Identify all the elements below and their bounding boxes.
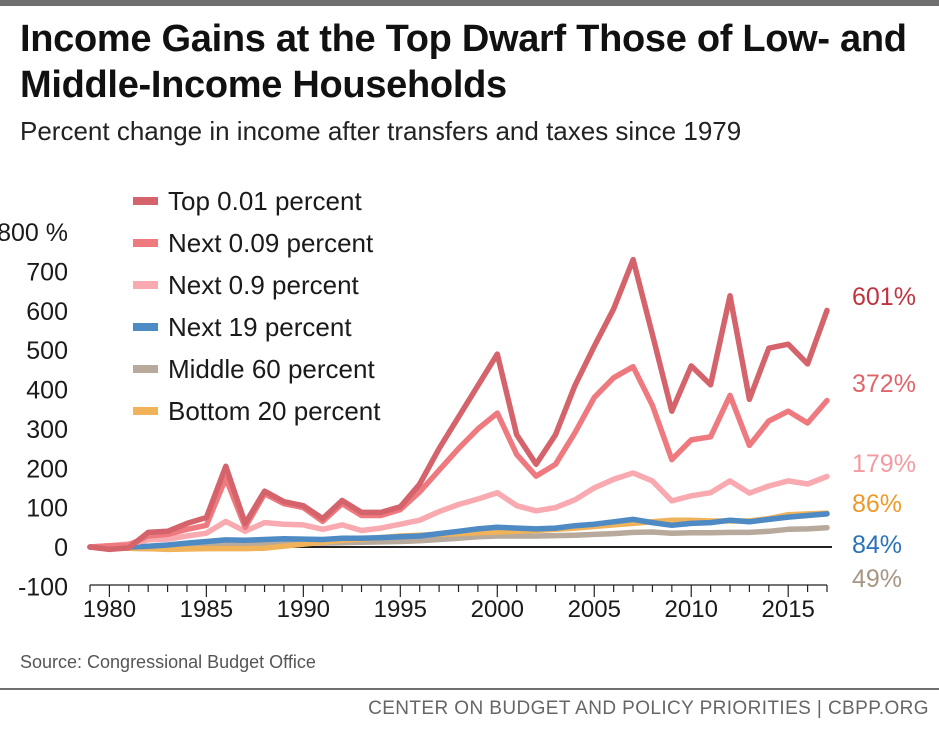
end-label: 179% (852, 450, 916, 478)
x-tick-label: 2010 (665, 596, 718, 623)
legend-label: Top 0.01 percent (168, 186, 362, 216)
bottom-rule (0, 688, 939, 690)
chart-title: Income Gains at the Top Dwarf Those of L… (20, 18, 907, 106)
series-line (87, 524, 830, 552)
source-note: Source: Congressional Budget Office (20, 652, 316, 672)
legend-label: Next 19 percent (168, 312, 352, 342)
x-tick-label: 2015 (762, 596, 815, 623)
y-tick-label: 800 % (0, 219, 68, 247)
x-tick-label: 2000 (471, 596, 524, 623)
legend-label: Middle 60 percent (168, 354, 375, 384)
y-tick-label: 0 (54, 534, 68, 562)
x-tick-label: 1990 (277, 596, 330, 623)
series-line (87, 256, 830, 553)
y-tick-label: 500 (26, 337, 68, 365)
publisher-credit: CENTER ON BUDGET AND POLICY PRIORITIES |… (368, 698, 929, 719)
end-label: 372% (852, 370, 916, 398)
y-tick-label: 300 (26, 416, 68, 444)
series-line (87, 363, 830, 550)
end-label: 49% (852, 565, 902, 593)
series-line (87, 511, 830, 551)
y-tick-label: 100 (26, 495, 68, 523)
top-rule (0, 0, 939, 6)
y-tick-label: 600 (26, 298, 68, 326)
x-tick-label: 1995 (374, 596, 427, 623)
end-labels: 601% 372% 179% 84% 49% 86% (852, 283, 916, 593)
end-label: 601% (852, 283, 916, 311)
x-tick-label: 1980 (83, 596, 136, 623)
x-tick-label: 1985 (180, 596, 233, 623)
chart-subtitle: Percent change in income after transfers… (20, 116, 742, 146)
y-tick-label: -100 (18, 573, 68, 601)
end-label: 84% (852, 531, 902, 559)
legend-label: Bottom 20 percent (168, 396, 381, 426)
x-tick-label: 2005 (568, 596, 621, 623)
y-tick-label: 400 (26, 377, 68, 405)
legend-label: Next 0.9 percent (168, 270, 360, 300)
y-tick-label: 700 (26, 258, 68, 286)
end-label: 86% (852, 490, 902, 518)
line-chart: -100 0 100 200 300 400 500 600 700 800 % 1980 1985 1… (0, 186, 916, 623)
series-line (87, 470, 830, 550)
legend: Top 0.01 percent Next 0.09 percent Next 0.… (133, 186, 381, 426)
legend-label: Next 0.09 percent (168, 228, 374, 258)
y-tick-label: 200 (26, 455, 68, 483)
axes: -100 0 100 200 300 400 500 600 700 800 % 1980 1985 1… (0, 219, 832, 623)
series-lines (87, 256, 830, 553)
